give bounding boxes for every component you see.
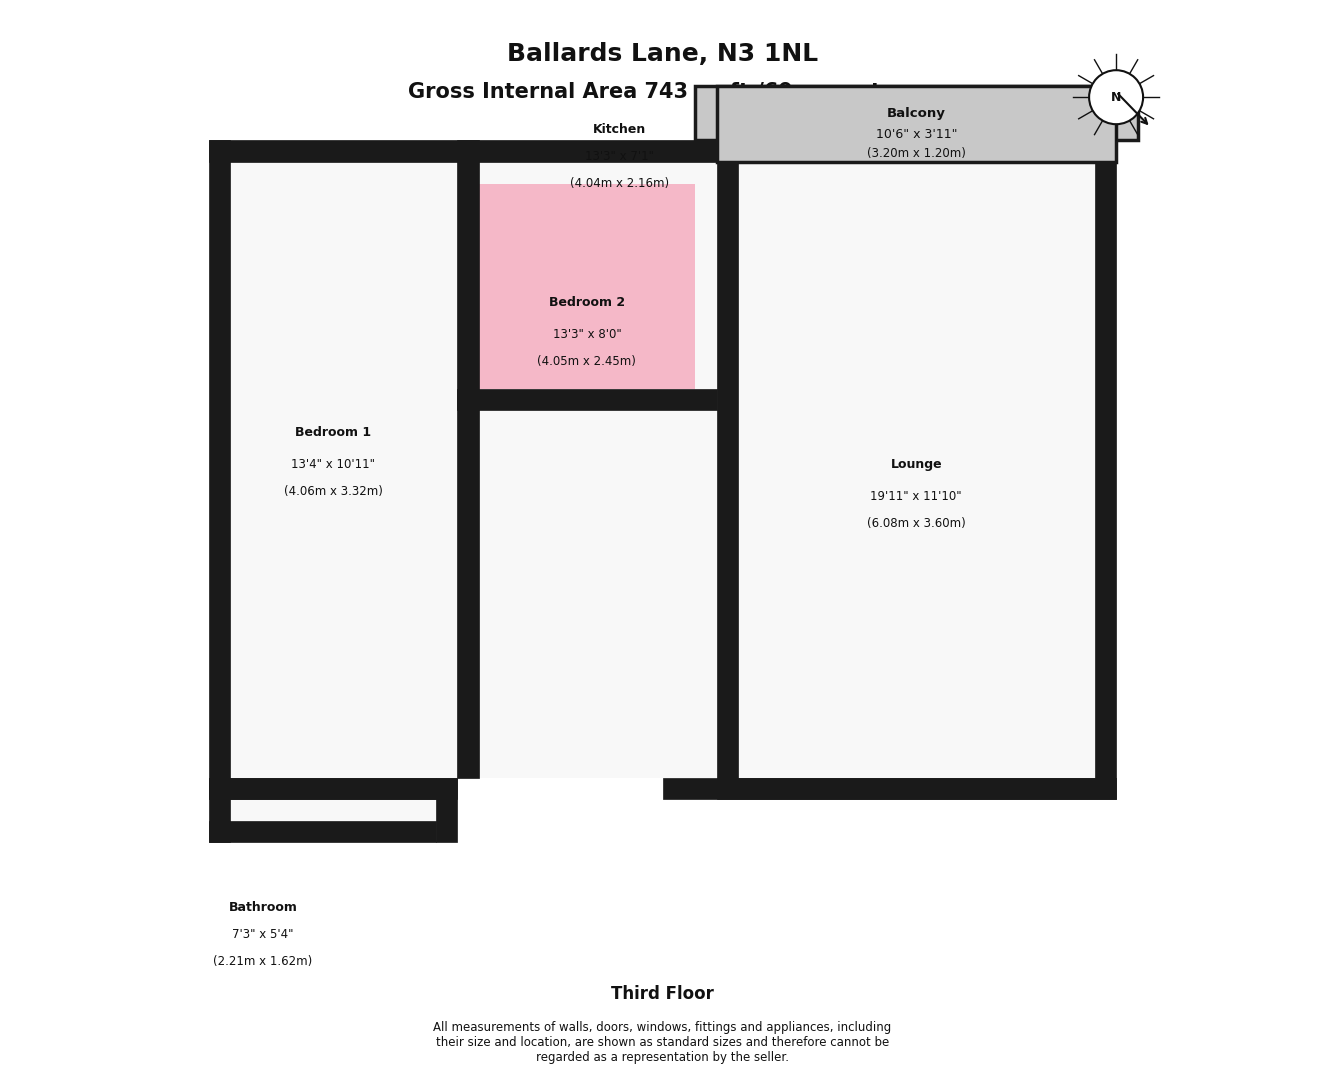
Text: (4.06m x 3.32m): (4.06m x 3.32m): [284, 485, 383, 498]
Text: Bedroom 1: Bedroom 1: [295, 426, 371, 438]
Text: (4.04m x 2.16m): (4.04m x 2.16m): [570, 177, 669, 190]
Text: Bedroom 2: Bedroom 2: [549, 296, 625, 309]
Text: Squires: Squires: [488, 484, 795, 553]
Bar: [209, 778, 457, 799]
Bar: [209, 778, 436, 799]
Text: (4.05m x 2.45m): (4.05m x 2.45m): [538, 355, 636, 368]
Text: Balcony: Balcony: [886, 107, 946, 120]
Bar: [436, 778, 457, 842]
Bar: [662, 778, 1116, 799]
Bar: [209, 140, 231, 842]
Circle shape: [392, 216, 782, 605]
Bar: [231, 162, 1094, 778]
Bar: [717, 778, 1116, 799]
Text: Kitchen: Kitchen: [592, 123, 645, 136]
Text: All measurements of walls, doors, windows, fittings and appliances, including
th: All measurements of walls, doors, window…: [433, 1021, 892, 1064]
Text: 19'11" x 11'10": 19'11" x 11'10": [871, 490, 962, 503]
Text: (6.08m x 3.60m): (6.08m x 3.60m): [867, 517, 966, 530]
Bar: [209, 821, 436, 842]
Text: Lounge: Lounge: [890, 458, 942, 471]
Text: Bathroom: Bathroom: [228, 901, 297, 914]
Text: 7'3" x 5'4": 7'3" x 5'4": [232, 928, 294, 941]
Bar: [457, 389, 717, 410]
Text: (2.21m x 1.62m): (2.21m x 1.62m): [213, 955, 313, 968]
Text: 13'3" x 7'1": 13'3" x 7'1": [584, 150, 653, 163]
Circle shape: [1089, 70, 1143, 124]
Bar: [231, 756, 436, 821]
Text: Gross Internal Area 743 sq ft /69 sq metres: Gross Internal Area 743 sq ft /69 sq met…: [408, 82, 917, 102]
Text: N: N: [1110, 91, 1121, 104]
Text: Third Floor: Third Floor: [611, 985, 714, 1002]
Bar: [457, 140, 478, 778]
Text: 13'3" x 8'0": 13'3" x 8'0": [553, 328, 621, 341]
Bar: [717, 86, 1116, 162]
Text: Ballards Lane, N3 1NL: Ballards Lane, N3 1NL: [507, 42, 818, 66]
Bar: [717, 140, 738, 778]
Text: Estates: Estates: [566, 592, 868, 661]
Text: (3.20m x 1.20m): (3.20m x 1.20m): [867, 147, 966, 160]
Bar: [694, 86, 1138, 140]
Bar: [478, 184, 694, 389]
Text: 13'4" x 10'11": 13'4" x 10'11": [292, 458, 375, 471]
Bar: [1094, 140, 1116, 778]
Bar: [209, 140, 1116, 162]
Text: 10'6" x 3'11": 10'6" x 3'11": [876, 129, 957, 141]
